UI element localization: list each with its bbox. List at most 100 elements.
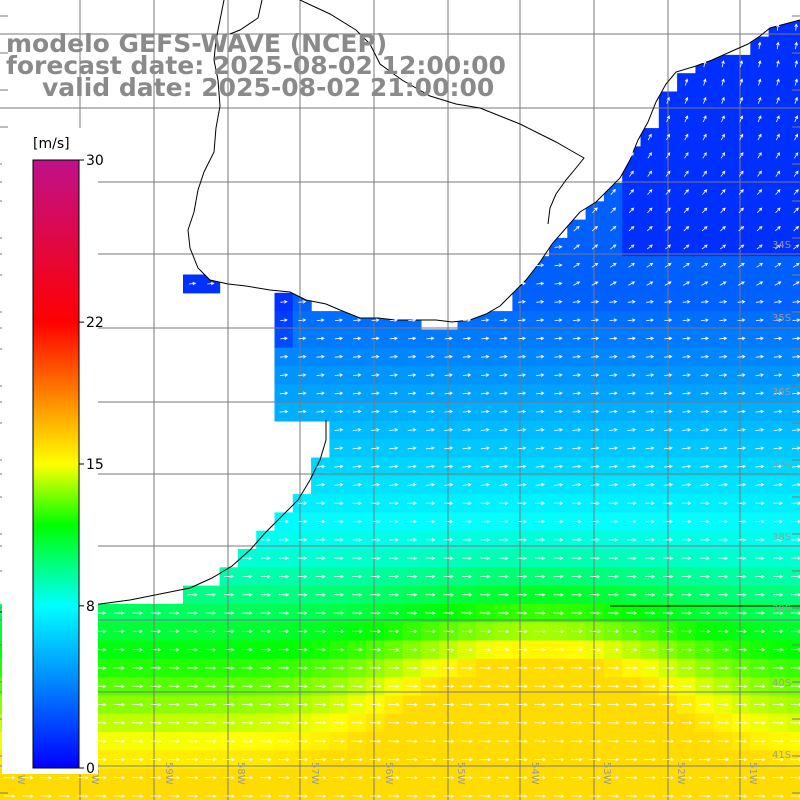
wind-arrow bbox=[552, 794, 565, 798]
wind-arrow bbox=[791, 574, 800, 579]
wind-speed-cell bbox=[786, 146, 800, 166]
wind-arrow bbox=[680, 721, 693, 725]
wind-arrow bbox=[572, 354, 582, 359]
title-line-3: valid date: 2025-08-02 21:00:00 bbox=[42, 73, 494, 102]
wind-arrow bbox=[608, 501, 619, 506]
wind-arrow bbox=[645, 501, 655, 506]
wind-arrow bbox=[570, 647, 583, 652]
wind-arrow bbox=[755, 464, 765, 469]
wind-arrow bbox=[755, 336, 764, 341]
wind-arrow bbox=[334, 373, 344, 377]
wind-arrow bbox=[369, 647, 382, 652]
wind-arrow bbox=[718, 519, 729, 524]
wind-speed-cell bbox=[567, 274, 587, 294]
wind-arrow bbox=[316, 464, 326, 469]
wind-arrow bbox=[627, 373, 636, 377]
wind-arrow bbox=[352, 464, 362, 469]
wind-arrow bbox=[479, 684, 492, 689]
wind-arrow bbox=[626, 556, 637, 560]
wind-arrow bbox=[260, 538, 271, 542]
wind-arrow bbox=[646, 262, 654, 268]
wind-arrow bbox=[462, 538, 472, 542]
wind-arrow bbox=[461, 611, 473, 615]
wind-speed-cell bbox=[677, 201, 696, 221]
wind-arrow bbox=[570, 684, 583, 689]
wind-arrow bbox=[388, 574, 399, 579]
longitude-label: 55W bbox=[455, 762, 466, 785]
wind-arrow bbox=[479, 647, 492, 652]
wind-arrow bbox=[296, 757, 309, 762]
wind-arrow bbox=[132, 611, 143, 615]
wind-arrow bbox=[426, 391, 435, 396]
wind-arrow bbox=[590, 519, 601, 524]
wind-arrow bbox=[737, 391, 746, 396]
wind-arrow bbox=[315, 501, 326, 506]
wind-arrow bbox=[497, 684, 510, 689]
wind-arrow bbox=[280, 336, 288, 341]
wind-speed-cell bbox=[585, 256, 605, 276]
wind-arrow bbox=[719, 300, 728, 304]
wind-arrow bbox=[168, 647, 180, 652]
wind-arrow bbox=[645, 354, 655, 359]
wind-speed-cell bbox=[475, 786, 495, 800]
wind-arrow bbox=[296, 702, 309, 707]
wind-arrow bbox=[426, 409, 435, 414]
wind-arrow bbox=[207, 281, 215, 286]
wind-speed-cell bbox=[311, 786, 330, 800]
wind-arrow bbox=[757, 133, 762, 141]
wind-arrow bbox=[461, 702, 473, 707]
wind-arrow bbox=[607, 647, 620, 652]
wind-arrow bbox=[517, 483, 527, 487]
wind-speed-cell bbox=[622, 237, 642, 257]
wind-arrow bbox=[793, 170, 799, 177]
wind-speed-cell bbox=[786, 36, 800, 56]
wind-arrow bbox=[387, 666, 400, 670]
wind-arrow bbox=[753, 757, 766, 762]
wind-arrow bbox=[626, 519, 637, 524]
wind-arrow bbox=[168, 794, 181, 798]
wind-arrow bbox=[699, 574, 711, 579]
wind-arrow bbox=[791, 483, 800, 487]
wind-arrow bbox=[242, 629, 253, 634]
wind-arrow bbox=[535, 519, 546, 524]
wind-arrow bbox=[424, 684, 437, 689]
wind-arrow bbox=[407, 391, 417, 396]
wind-speed-cell bbox=[219, 786, 239, 800]
wind-speed-cell bbox=[768, 786, 788, 800]
wind-arrow bbox=[553, 464, 564, 469]
wind-arrow bbox=[755, 409, 765, 414]
wind-speed-cell bbox=[750, 256, 770, 276]
wind-arrow bbox=[517, 519, 527, 524]
wind-arrow bbox=[205, 629, 217, 634]
wind-arrow bbox=[773, 446, 783, 450]
wind-speed-cell bbox=[732, 219, 751, 239]
wind-speed-cell bbox=[146, 786, 166, 800]
wind-arrow bbox=[735, 757, 748, 762]
wind-arrow bbox=[609, 281, 617, 286]
wind-speed-cell bbox=[585, 237, 605, 257]
wind-arrow bbox=[721, 78, 725, 86]
wind-arrow bbox=[278, 739, 290, 743]
wind-arrow bbox=[333, 556, 344, 560]
wind-arrow bbox=[607, 794, 620, 798]
title-line-2: forecast date: 2025-08-02 12:00:00 bbox=[6, 51, 506, 80]
wind-speed-cell bbox=[732, 786, 751, 800]
wind-arrow bbox=[40, 776, 53, 780]
wind-speed-cell bbox=[732, 183, 751, 202]
wind-arrow bbox=[717, 629, 729, 634]
wind-arrow bbox=[461, 593, 473, 597]
longitude-label: 57W bbox=[309, 762, 320, 785]
wind-arrow bbox=[737, 409, 746, 414]
wind-arrow bbox=[480, 428, 490, 432]
wind-arrow bbox=[772, 702, 785, 707]
wind-arrow bbox=[756, 226, 763, 232]
wind-arrow bbox=[535, 446, 545, 450]
wind-arrow bbox=[699, 776, 711, 780]
wind-arrow bbox=[702, 133, 707, 141]
wind-arrow bbox=[315, 647, 327, 652]
wind-arrow bbox=[315, 629, 327, 634]
wind-speed-cell bbox=[530, 786, 550, 800]
wind-arrow bbox=[772, 611, 784, 615]
wind-arrow bbox=[739, 115, 744, 123]
wind-arrow bbox=[736, 519, 747, 524]
